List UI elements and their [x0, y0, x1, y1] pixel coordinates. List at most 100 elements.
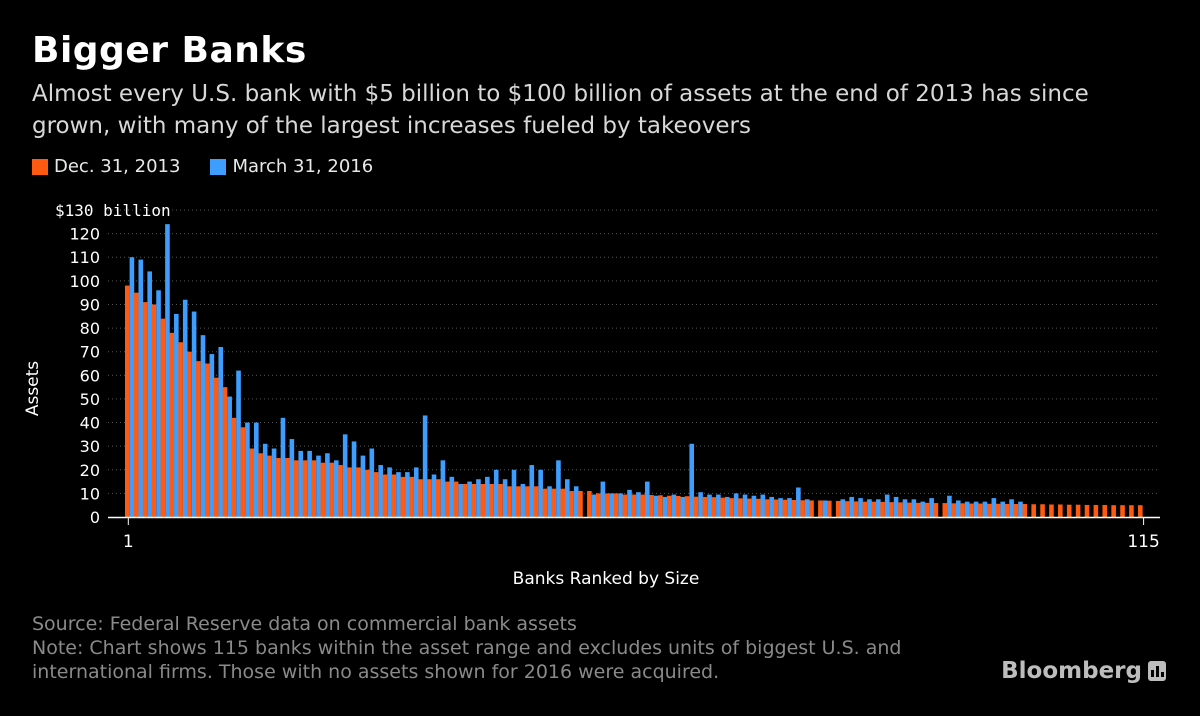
- bar-dec-2013: [133, 292, 139, 517]
- bar-mar-2016: [378, 465, 384, 517]
- bar-dec-2013: [764, 499, 770, 517]
- bar-dec-2013: [515, 486, 521, 517]
- bar-mar-2016: [218, 346, 224, 517]
- bar-dec-2013: [329, 462, 334, 517]
- bar-mar-2016: [1000, 501, 1006, 517]
- y-tick-label: 90: [80, 295, 100, 314]
- bar-mar-2016: [867, 499, 872, 517]
- bar-dec-2013: [906, 502, 912, 517]
- bar-mar-2016: [627, 489, 632, 517]
- bar-mar-2016: [520, 483, 526, 517]
- bar-mar-2016: [893, 496, 899, 517]
- bar-mar-2016: [707, 494, 712, 517]
- bar-mar-2016: [316, 455, 321, 517]
- bar-mar-2016: [636, 492, 641, 517]
- bar-mar-2016: [769, 496, 774, 517]
- bar-dec-2013: [267, 455, 272, 517]
- y-tick-label: 50: [80, 390, 100, 409]
- bar-mar-2016: [538, 469, 543, 517]
- bar-mar-2016: [262, 443, 268, 517]
- bar-mar-2016: [476, 479, 481, 517]
- bar-dec-2013: [782, 499, 788, 517]
- bar-dec-2013: [1022, 504, 1028, 517]
- bar-mar-2016: [511, 469, 517, 517]
- bar-dec-2013: [960, 503, 965, 517]
- bar-mar-2016: [298, 450, 304, 517]
- bar-mar-2016: [245, 422, 250, 517]
- y-tick-label: 10: [80, 484, 100, 503]
- bar-mar-2016: [689, 443, 695, 517]
- bar-dec-2013: [933, 503, 939, 517]
- bar-dec-2013: [1084, 504, 1090, 517]
- bar-dec-2013: [800, 500, 805, 517]
- bar-mar-2016: [529, 465, 535, 517]
- bar-dec-2013: [1031, 504, 1036, 517]
- bar-dec-2013: [524, 486, 530, 517]
- bar-dec-2013: [507, 486, 512, 517]
- bar-mar-2016: [405, 472, 410, 517]
- bar-dec-2013: [924, 502, 930, 517]
- bar-dec-2013: [249, 448, 255, 517]
- bar-mar-2016: [1018, 501, 1023, 517]
- bar-mar-2016: [964, 501, 970, 517]
- y-axis-title: Assets: [23, 361, 43, 416]
- x-tick-label: 115: [1127, 532, 1159, 552]
- bar-dec-2013: [978, 503, 983, 517]
- bar-mar-2016: [733, 493, 739, 517]
- bar-mar-2016: [556, 460, 561, 517]
- bar-dec-2013: [818, 500, 823, 517]
- bar-dec-2013: [347, 467, 352, 517]
- bar-dec-2013: [915, 502, 921, 517]
- bar-dec-2013: [364, 469, 370, 517]
- bar-dec-2013: [1111, 505, 1116, 517]
- bar-mar-2016: [796, 487, 801, 517]
- bar-dec-2013: [1040, 504, 1045, 517]
- chart-subtitle: Almost every U.S. bank with $5 billion t…: [32, 81, 1089, 139]
- bar-dec-2013: [1049, 504, 1054, 517]
- bar-dec-2013: [160, 318, 166, 517]
- bar-dec-2013: [986, 503, 992, 517]
- note-text: Note: Chart shows 115 banks within the a…: [32, 637, 902, 683]
- bar-dec-2013: [1129, 505, 1134, 517]
- bar-dec-2013: [187, 351, 192, 517]
- bar-mar-2016: [609, 493, 615, 517]
- bar-mar-2016: [929, 498, 934, 517]
- bar-dec-2013: [293, 460, 299, 517]
- bar-dec-2013: [702, 496, 708, 517]
- bar-mar-2016: [129, 257, 135, 517]
- y-tick-label: 110: [69, 248, 100, 267]
- bar-mar-2016: [804, 499, 810, 517]
- legend: Dec. 31, 2013 March 31, 2016: [32, 156, 403, 177]
- bar-mar-2016: [778, 498, 783, 517]
- bar-mar-2016: [787, 498, 792, 517]
- bar-mar-2016: [200, 335, 206, 517]
- bar-dec-2013: [1093, 504, 1099, 517]
- bar-dec-2013: [258, 453, 263, 517]
- bar-dec-2013: [738, 498, 743, 517]
- bar-dec-2013: [480, 483, 486, 517]
- bar-mar-2016: [440, 460, 446, 517]
- bar-mar-2016: [698, 492, 703, 517]
- bar-dec-2013: [667, 495, 672, 517]
- bar-dec-2013: [675, 495, 681, 517]
- bar-dec-2013: [1102, 504, 1108, 517]
- bar-dec-2013: [302, 460, 308, 517]
- y-tick-label: 30: [80, 437, 100, 456]
- y-tick-label: 120: [69, 225, 100, 244]
- legend-swatch-mar-2016: [210, 158, 227, 175]
- bloomberg-logo: Bloomberg: [1001, 658, 1166, 684]
- bar-dec-2013: [436, 479, 441, 517]
- bar-dec-2013: [587, 491, 592, 517]
- bar-mar-2016: [600, 481, 606, 517]
- bar-mar-2016: [982, 501, 988, 517]
- bar-dec-2013: [320, 462, 326, 517]
- y-tick-label: 70: [80, 343, 100, 362]
- bar-dec-2013: [649, 495, 654, 517]
- bar-dec-2013: [142, 302, 148, 517]
- bar-dec-2013: [471, 483, 477, 517]
- bar-mar-2016: [342, 434, 348, 517]
- bar-mar-2016: [156, 290, 161, 517]
- bar-dec-2013: [711, 497, 717, 517]
- bar-mar-2016: [547, 486, 552, 517]
